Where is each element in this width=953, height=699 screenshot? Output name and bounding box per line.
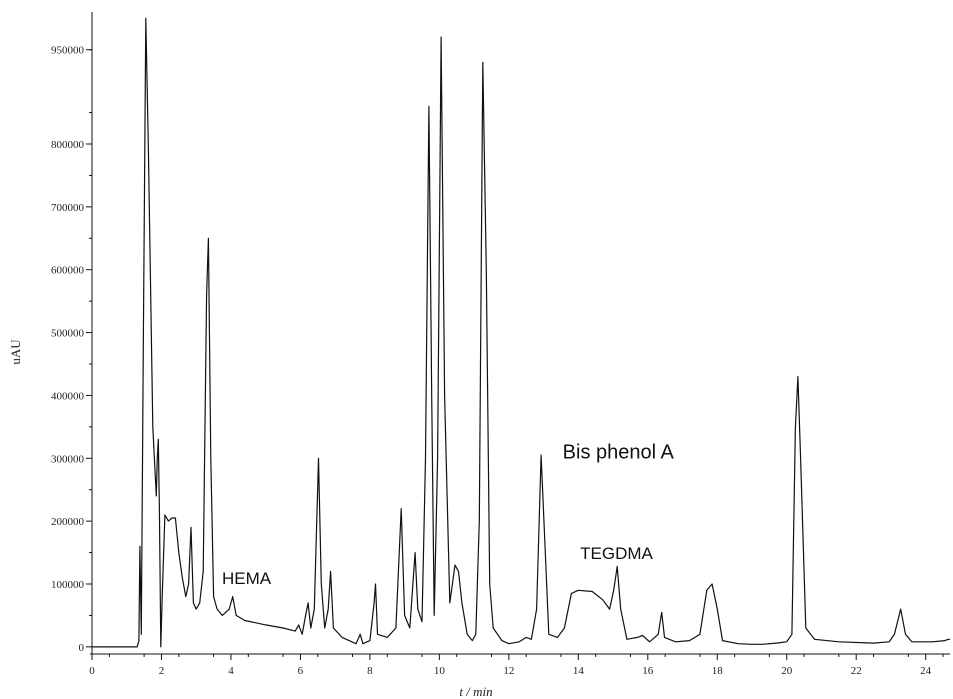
- axes: [90, 12, 950, 655]
- x-tick-label: 8: [367, 665, 373, 677]
- annotation-layer: HEMA Bis phenol A TEGDMA: [222, 441, 674, 588]
- x-tick-label: 12: [503, 665, 514, 677]
- chromatogram-trace: [92, 17, 950, 648]
- y-tick-label: 200000: [51, 516, 85, 528]
- x-tick-label: 18: [712, 665, 724, 677]
- y-tick-label: 800000: [51, 139, 85, 151]
- x-axis-label: t / min: [459, 684, 492, 699]
- y-axis-label: uAU: [8, 339, 23, 365]
- x-tick-label: 16: [642, 665, 654, 677]
- x-tick-label: 22: [851, 665, 862, 677]
- x-tick-label: 24: [920, 665, 932, 677]
- x-tick-label: 20: [781, 665, 793, 677]
- x-tick-label: 14: [573, 665, 585, 677]
- y-tick-label: 950000: [51, 45, 85, 57]
- peak-annotation: TEGDMA: [580, 544, 653, 563]
- y-tick-label: 400000: [51, 390, 85, 402]
- tick-layer: 0 2 4 6 8 10 12 14 16 18 20 22 240100000200000300000…: [51, 45, 944, 677]
- y-tick-label: 300000: [51, 453, 85, 465]
- x-tick-label: 10: [434, 665, 446, 677]
- y-tick-label: 600000: [51, 265, 85, 277]
- y-tick-label: 700000: [51, 202, 85, 214]
- x-tick-label: 2: [159, 665, 165, 677]
- peak-annotation: HEMA: [222, 569, 272, 588]
- y-tick-label: 500000: [51, 328, 85, 340]
- y-tick-label: 0: [79, 642, 85, 654]
- y-tick-label: 100000: [51, 579, 85, 591]
- x-tick-label: 4: [228, 665, 234, 677]
- peak-annotation: Bis phenol A: [563, 441, 675, 463]
- x-tick-label: 6: [298, 665, 304, 677]
- x-tick-label: 0: [89, 665, 95, 677]
